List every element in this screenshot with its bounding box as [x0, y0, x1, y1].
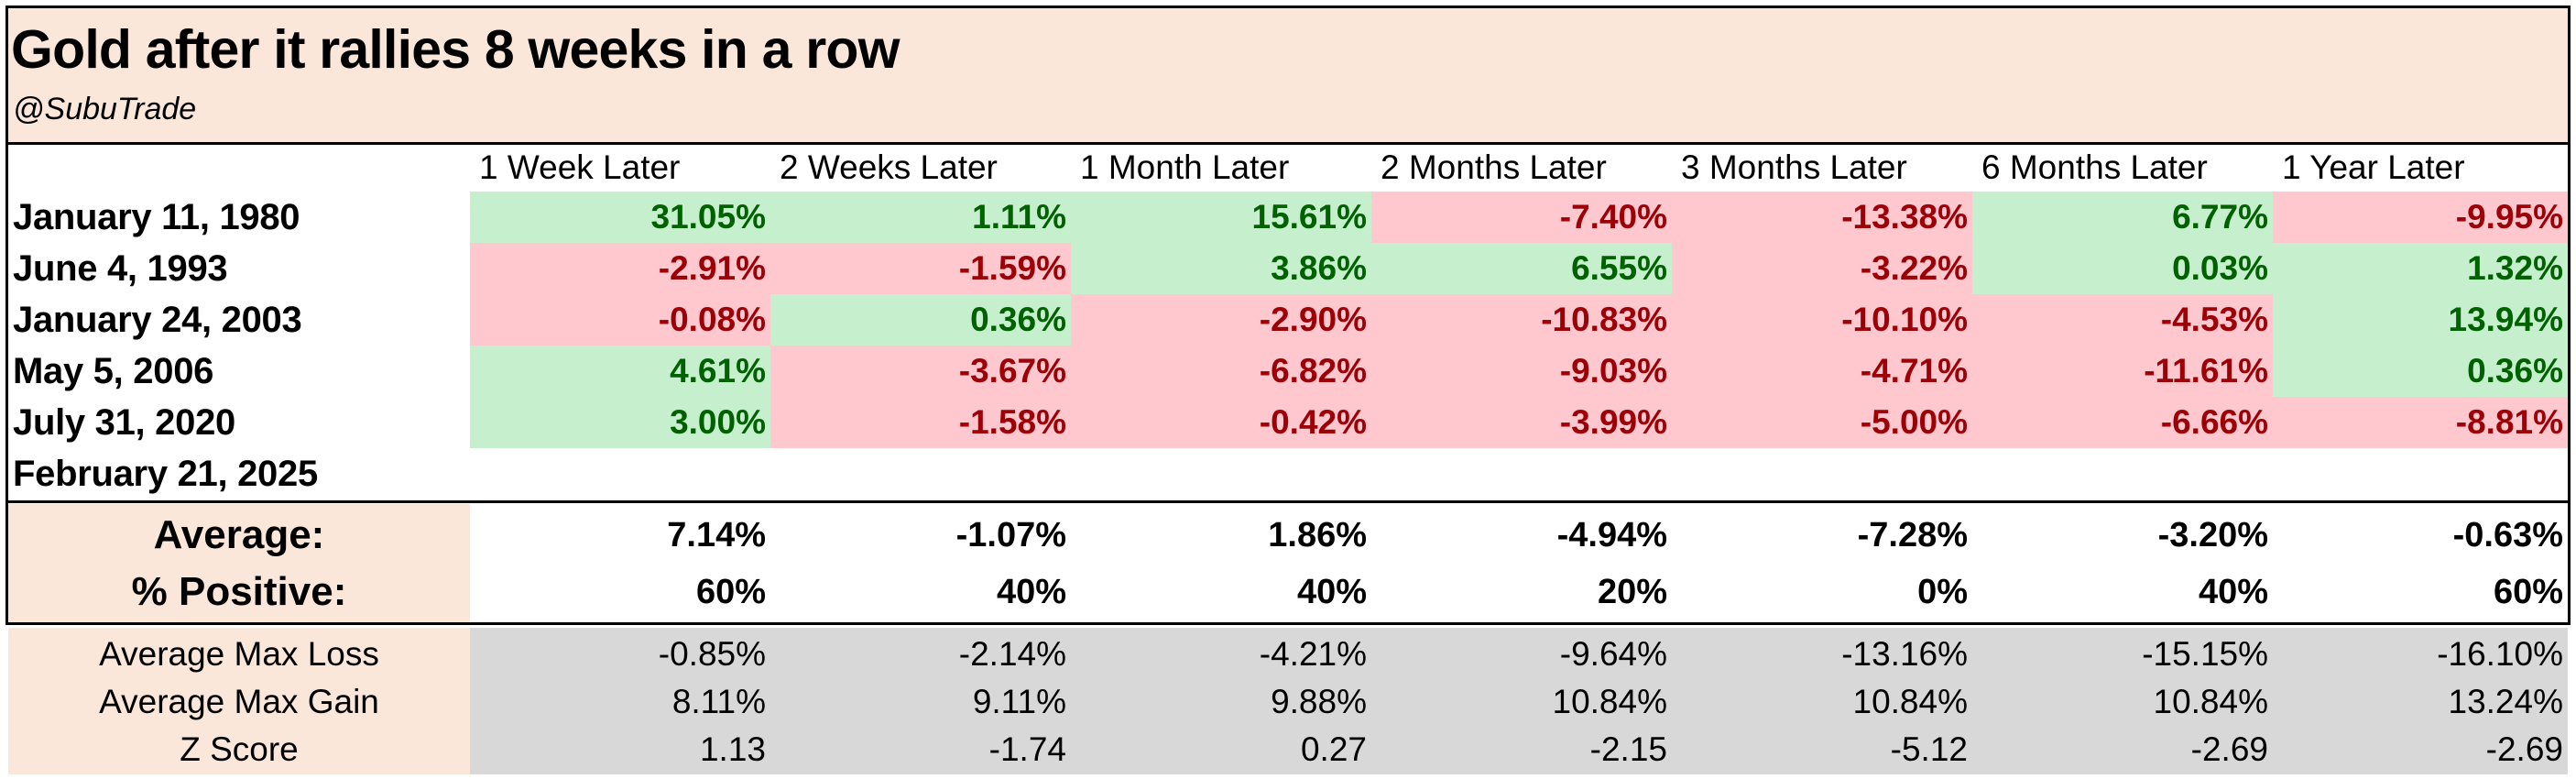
- footer-value: -2.69: [2190, 730, 2268, 768]
- footer-label: Z Score: [180, 730, 299, 768]
- footer-label: Average Max Loss: [99, 635, 379, 673]
- column-header: 1 Week Later: [479, 148, 681, 186]
- footer-value: -1.74: [988, 730, 1066, 768]
- title-divider: [8, 142, 2568, 145]
- return-cell: -3.67%: [770, 346, 1071, 397]
- footer-value: 13.24%: [2448, 683, 2564, 720]
- return-cell: -13.38%: [1672, 192, 1972, 243]
- summary-label-band: [8, 504, 470, 622]
- return-cell: 3.00%: [470, 397, 770, 448]
- return-cell: -11.61%: [1972, 346, 2273, 397]
- summary-value: 7.14%: [667, 516, 766, 554]
- return-cell: -3.22%: [1672, 243, 1972, 294]
- return-cell: -2.91%: [470, 243, 770, 294]
- footer-label: Average Max Gain: [99, 683, 379, 720]
- return-cell: -0.08%: [470, 294, 770, 346]
- footer-value-band: [470, 628, 2568, 774]
- page-title: Gold after it rallies 8 weeks in a row: [11, 19, 901, 80]
- title-banner: [8, 8, 2568, 142]
- footer-value: -15.15%: [2142, 635, 2268, 673]
- footer-value: -13.16%: [1841, 635, 1968, 673]
- footer-value: -5.12: [1890, 730, 1968, 768]
- return-cell: -8.81%: [2273, 397, 2568, 448]
- summary-divider: [8, 500, 2568, 503]
- summary-value: -3.20%: [2157, 516, 2268, 554]
- footer-value: -2.14%: [958, 635, 1066, 673]
- footer-value: -16.10%: [2437, 635, 2563, 673]
- return-cell: 1.11%: [770, 192, 1071, 243]
- return-cell: -3.99%: [1371, 397, 1672, 448]
- return-cell: -9.95%: [2273, 192, 2568, 243]
- return-cell: -4.53%: [1972, 294, 2273, 346]
- row-date-label: June 4, 1993: [13, 248, 228, 289]
- return-cell: -10.83%: [1371, 294, 1672, 346]
- return-cell: 6.55%: [1371, 243, 1672, 294]
- return-cell: -1.59%: [770, 243, 1071, 294]
- column-header: 2 Months Later: [1381, 148, 1607, 186]
- summary-value: -7.28%: [1857, 516, 1968, 554]
- summary-value: 40%: [2198, 573, 2268, 611]
- return-cell: 1.32%: [2273, 243, 2568, 294]
- return-cell: -9.03%: [1371, 346, 1672, 397]
- return-cell: 31.05%: [470, 192, 770, 243]
- return-cell: 6.77%: [1972, 192, 2273, 243]
- row-date-label: February 21, 2025: [13, 454, 318, 494]
- summary-value: 0%: [1917, 573, 1968, 611]
- summary-value: 40%: [1296, 573, 1367, 611]
- return-cell: -7.40%: [1371, 192, 1672, 243]
- row-date-label: January 24, 2003: [13, 300, 302, 340]
- footer-value: -9.64%: [1559, 635, 1667, 673]
- footer-value: 10.84%: [2153, 683, 2269, 720]
- return-cell: 0.03%: [1972, 243, 2273, 294]
- footer-value: -4.21%: [1259, 635, 1367, 673]
- return-cell: -5.00%: [1672, 397, 1972, 448]
- return-cell: 3.86%: [1071, 243, 1371, 294]
- footer-value: 0.27: [1300, 730, 1367, 768]
- return-cell: -0.42%: [1071, 397, 1371, 448]
- summary-value: 40%: [996, 573, 1066, 611]
- summary-value: 1.86%: [1268, 516, 1367, 554]
- footer-value: -0.85%: [658, 635, 766, 673]
- footer-value: 10.84%: [1552, 683, 1668, 720]
- footer-value: 9.11%: [972, 683, 1066, 720]
- summary-value: 60%: [695, 573, 766, 611]
- row-date-label: May 5, 2006: [13, 351, 214, 391]
- footer-label-band: [8, 628, 470, 774]
- table-frame: [5, 5, 2571, 625]
- footer-value: 10.84%: [1852, 683, 1969, 720]
- summary-value: -1.07%: [955, 516, 1066, 554]
- footer-value: 9.88%: [1271, 683, 1367, 720]
- footer-value: 1.13: [699, 730, 766, 768]
- return-cell: 0.36%: [2273, 346, 2568, 397]
- summary-value: 20%: [1597, 573, 1667, 611]
- summary-label: % Positive:: [131, 569, 347, 614]
- row-date-label: July 31, 2020: [13, 402, 235, 443]
- footer-value: -2.15: [1589, 730, 1667, 768]
- column-header: 1 Month Later: [1080, 148, 1290, 186]
- column-header: 3 Months Later: [1681, 148, 1907, 186]
- column-header: 1 Year Later: [2282, 148, 2465, 186]
- return-cell: -10.10%: [1672, 294, 1972, 346]
- return-cell: -6.82%: [1071, 346, 1371, 397]
- return-cell: -6.66%: [1972, 397, 2273, 448]
- return-cell: -2.90%: [1071, 294, 1371, 346]
- footer-value: -2.69: [2485, 730, 2563, 768]
- summary-value: -0.63%: [2452, 516, 2563, 554]
- author-handle: @SubuTrade: [13, 92, 197, 126]
- row-date-label: January 11, 1980: [13, 197, 300, 237]
- return-cell: 0.36%: [770, 294, 1071, 346]
- return-cell: -4.71%: [1672, 346, 1972, 397]
- summary-label: Average:: [153, 512, 325, 557]
- return-cell: 15.61%: [1071, 192, 1371, 243]
- summary-value: -4.94%: [1556, 516, 1667, 554]
- summary-value: 60%: [2493, 573, 2563, 611]
- return-cell: -1.58%: [770, 397, 1071, 448]
- column-header: 6 Months Later: [1981, 148, 2208, 186]
- column-header: 2 Weeks Later: [780, 148, 998, 186]
- return-cell: 13.94%: [2273, 294, 2568, 346]
- return-cell: 4.61%: [470, 346, 770, 397]
- footer-value: 8.11%: [671, 683, 766, 720]
